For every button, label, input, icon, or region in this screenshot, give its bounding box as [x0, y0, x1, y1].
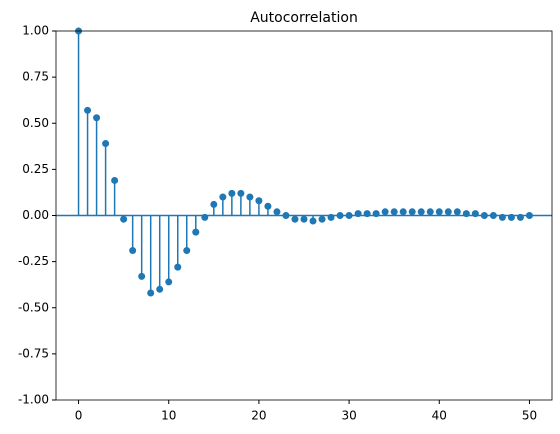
marker: [237, 189, 245, 197]
x-tick-label: 40: [432, 409, 447, 423]
marker: [255, 197, 263, 205]
marker: [210, 200, 218, 208]
marker: [219, 193, 227, 201]
marker: [435, 208, 443, 216]
marker: [471, 210, 479, 218]
marker: [444, 208, 452, 216]
marker: [480, 212, 488, 219]
y-tick-label: 0.75: [22, 70, 49, 84]
y-tick-label: -1.00: [18, 393, 49, 407]
chart-title: Autocorrelation: [250, 10, 358, 26]
marker: [327, 213, 335, 221]
x-tick-label: 50: [522, 409, 537, 423]
marker: [507, 213, 515, 221]
marker: [129, 247, 137, 255]
marker: [264, 202, 272, 210]
y-tick-label: -0.50: [18, 300, 49, 314]
marker: [282, 212, 290, 219]
marker: [417, 208, 425, 216]
x-tick-label: 30: [341, 409, 356, 423]
marker: [309, 217, 317, 225]
marker: [291, 215, 299, 223]
marker: [138, 272, 146, 280]
marker: [498, 213, 506, 221]
marker: [228, 189, 236, 197]
marker: [246, 193, 254, 201]
marker: [489, 212, 497, 219]
marker: [102, 140, 110, 148]
marker: [120, 215, 128, 223]
x-tick-label: 20: [251, 409, 266, 423]
marker: [93, 114, 101, 122]
y-tick-label: 0.25: [22, 162, 49, 176]
plot-frame: [55, 30, 553, 401]
marker: [426, 208, 434, 216]
marker: [273, 208, 281, 216]
y-tick-label: 0.50: [22, 116, 49, 130]
marker: [516, 213, 524, 221]
y-tick-label: 1.00: [22, 24, 49, 38]
marker: [84, 106, 92, 114]
y-tick-label: -0.25: [18, 254, 49, 268]
y-tick-label: 0.00: [22, 208, 49, 222]
marker: [192, 228, 200, 236]
marker: [147, 289, 155, 297]
marker: [174, 263, 182, 271]
marker: [408, 208, 416, 216]
x-tick-label: 10: [161, 409, 176, 423]
marker: [354, 210, 362, 218]
marker: [345, 212, 353, 219]
marker: [462, 210, 470, 218]
marker: [318, 215, 326, 223]
marker: [363, 210, 371, 218]
marker: [453, 208, 461, 216]
marker: [156, 285, 164, 293]
marker: [381, 208, 389, 216]
marker: [165, 278, 173, 286]
x-tick-label: 0: [75, 409, 83, 423]
marker: [111, 176, 119, 184]
marker: [390, 208, 398, 216]
marker: [399, 208, 407, 216]
marker: [372, 210, 380, 218]
marker: [300, 215, 308, 223]
marker: [525, 212, 533, 219]
marker: [336, 212, 344, 219]
marker: [201, 213, 209, 221]
marker: [183, 247, 191, 255]
y-tick-label: -0.75: [18, 346, 49, 360]
